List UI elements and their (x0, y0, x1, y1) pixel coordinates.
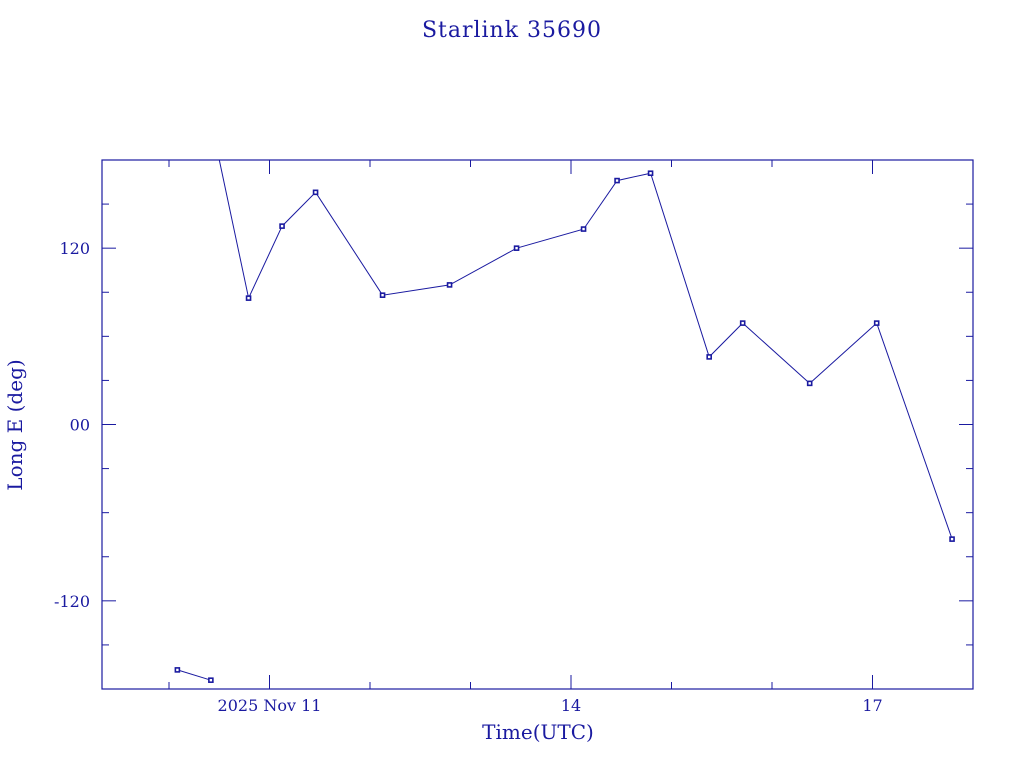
y-axis-label: Long E (deg) (3, 359, 27, 490)
x-tick-label: 2025 Nov 11 (218, 696, 322, 715)
data-point (806, 380, 813, 387)
data-point (873, 320, 880, 326)
data-point (279, 223, 285, 229)
major-ticks (102, 160, 973, 689)
data-point (312, 189, 319, 196)
data-point (739, 320, 746, 326)
data-point (513, 245, 520, 251)
data-point (614, 177, 620, 184)
x-tick-label: 17 (862, 696, 882, 715)
minor-ticks (102, 160, 974, 689)
y-tick-label: 120 (59, 239, 90, 258)
data-point (245, 295, 252, 301)
data-point (949, 536, 955, 542)
plot-frame (101, 159, 974, 690)
series-layer (174, 159, 955, 683)
y-tick-label: 00 (70, 416, 90, 435)
data-point (379, 292, 386, 298)
series-line (218, 159, 953, 540)
data-point (706, 354, 712, 360)
x-axis-label: Time(UTC) (482, 720, 594, 744)
data-point (446, 282, 453, 288)
x-tick-label: 14 (561, 696, 581, 715)
data-point (208, 677, 214, 683)
series-line (177, 669, 212, 681)
data-point (647, 170, 654, 177)
chart-title: Starlink 35690 (422, 18, 602, 43)
data-point (580, 226, 587, 232)
y-tick-label: -120 (54, 592, 90, 611)
tick-labels: 2025 Nov 11 14 17 120 00 -120 (54, 239, 883, 715)
data-point (174, 667, 181, 673)
